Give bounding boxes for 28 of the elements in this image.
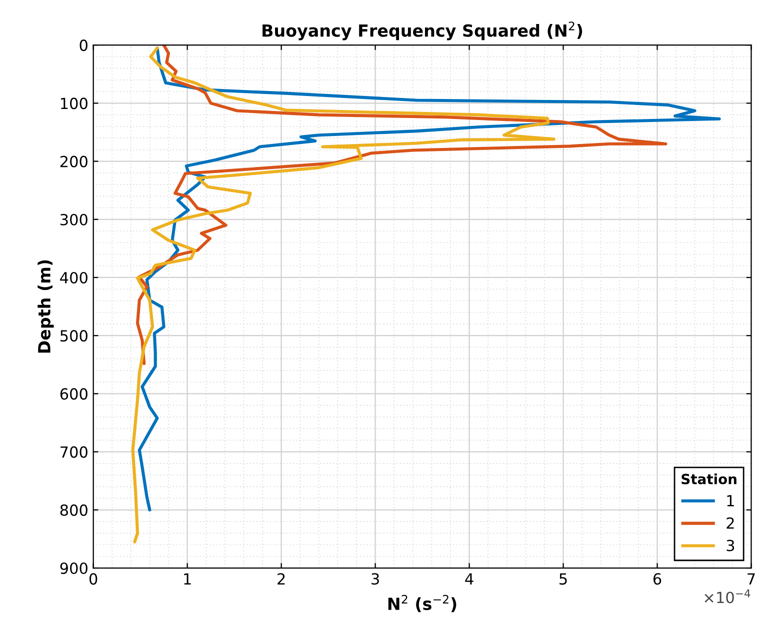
y-axis-title: Depth (m) [38, 260, 54, 353]
legend-label: 3 [726, 540, 734, 552]
y-tick-label: 300 [60, 214, 88, 226]
x-tick-label: 6 [653, 573, 662, 585]
y-tick-label: 800 [60, 504, 88, 516]
legend-label: 1 [727, 495, 734, 506]
legend-title: Station [682, 474, 736, 484]
y-tick-label: 500 [60, 330, 88, 342]
line-series [136, 45, 668, 366]
y-tick-label: 900 [60, 562, 88, 574]
x-tick-label: 0 [89, 573, 98, 585]
x-tick-label: 2 [278, 573, 285, 584]
x-tick-label: 1 [184, 573, 191, 584]
y-tick-label: 200 [60, 156, 88, 168]
y-tick-label: 600 [60, 388, 88, 400]
x-tick-label: 3 [372, 573, 379, 585]
x-tick-label: 5 [560, 573, 567, 585]
chart-title: Buoyancy Frequency Squared (N$^{2}$) [262, 22, 582, 40]
x-axis-title: N$^{2}$ (s$^{−2}$) [388, 594, 456, 612]
line-series [131, 46, 556, 544]
y-tick-label: 0 [80, 40, 88, 52]
legend-label: 2 [726, 517, 734, 529]
text: ×10$^{−4}$ [704, 589, 750, 604]
y-tick-label: 700 [60, 446, 88, 458]
y-tick-label: 100 [60, 98, 88, 110]
x-tick-label: 4 [465, 573, 474, 584]
y-tick-label: 400 [60, 272, 88, 284]
x-tick-label: 7 [748, 573, 755, 584]
